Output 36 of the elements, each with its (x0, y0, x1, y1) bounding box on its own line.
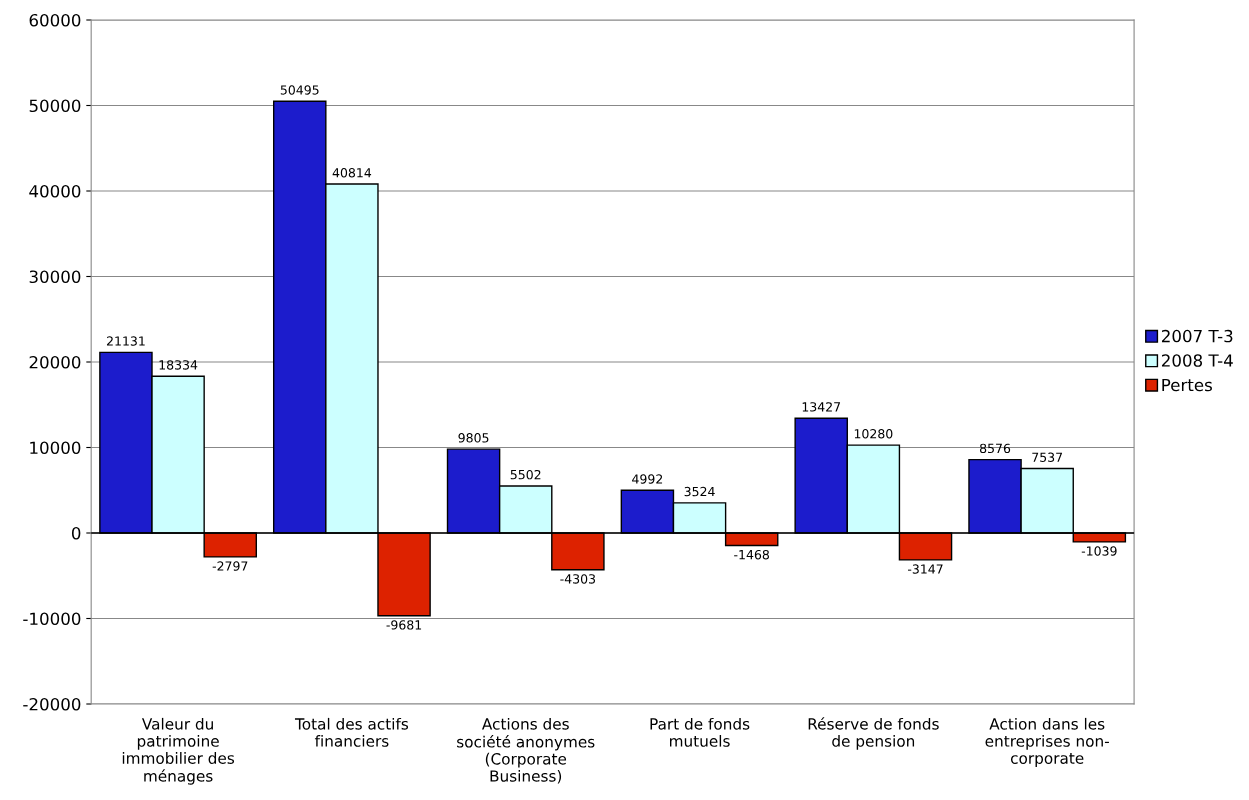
y-tick-label: 10000 (30, 441, 81, 455)
data-label: 7537 (1032, 452, 1063, 462)
data-label: 10280 (854, 429, 893, 439)
data-label: -4303 (560, 574, 596, 584)
data-label: 5502 (510, 469, 541, 480)
data-label: -1039 (1081, 546, 1117, 556)
x-tick-label: Actions des société anonymes (Corporate Business) (457, 717, 595, 784)
data-label: 13427 (802, 402, 841, 412)
y-tick-label: 0 (71, 526, 81, 540)
data-label: 18334 (159, 360, 198, 370)
y-tick-label: -10000 (23, 612, 81, 626)
data-label: 8576 (979, 443, 1011, 454)
x-tick-label: Total des actifs financiers (294, 717, 409, 747)
data-label: 4992 (632, 474, 663, 484)
data-label: 3524 (684, 486, 715, 497)
y-tick-label: 50000 (29, 99, 81, 113)
x-tick-label: Part de fonds mutuels (650, 717, 750, 747)
data-label: -1468 (734, 549, 769, 560)
data-label: -3147 (907, 564, 943, 574)
data-label: 21131 (106, 336, 145, 346)
legend-label: 2007 T-3 (1161, 329, 1233, 343)
y-tick-label: -20000 (23, 697, 81, 711)
x-tick-label: Réserve de fonds de pension (808, 717, 939, 750)
data-label: 9805 (458, 433, 489, 443)
x-tick-label: Valeur du patrimoine immobilier des ménages (122, 717, 235, 785)
legend-label: 2008 T-4 (1161, 354, 1233, 367)
data-label: -2797 (212, 561, 248, 571)
data-label: 50495 (280, 85, 319, 95)
legend-label: Pertes (1162, 378, 1212, 392)
y-tick-label: 20000 (29, 355, 81, 369)
y-tick-label: 60000 (29, 13, 81, 27)
y-tick-label: 40000 (29, 184, 81, 198)
y-tick-label: 30000 (29, 270, 81, 284)
x-tick-label: Action dans les entreprises non- corporate (985, 717, 1109, 767)
data-label: 40814 (332, 168, 372, 178)
data-label: -9681 (386, 620, 422, 630)
